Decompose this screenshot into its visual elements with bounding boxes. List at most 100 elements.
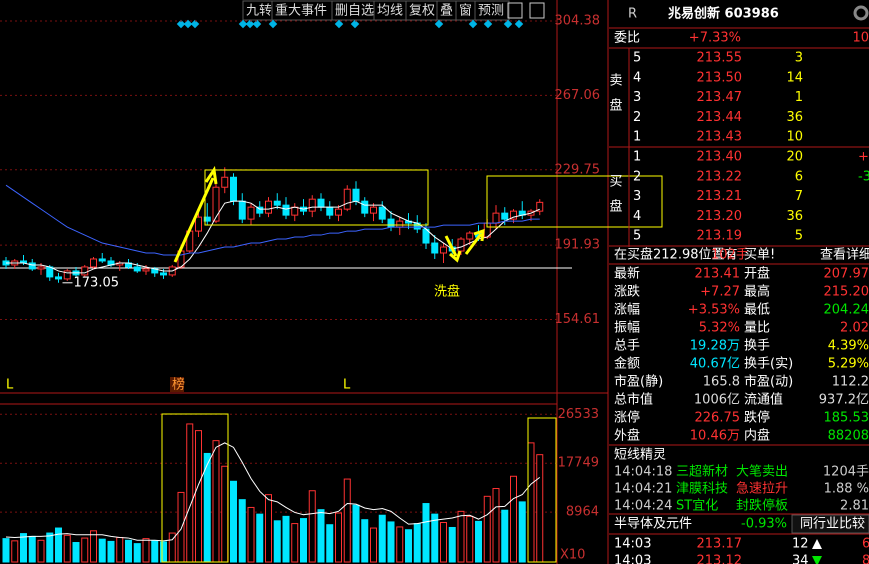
toolbar-icon[interactable]	[529, 2, 545, 19]
candle-body	[63, 270, 71, 280]
bid-price: 213.21	[697, 189, 743, 204]
event-marker	[483, 19, 493, 29]
volume-bar	[300, 518, 307, 563]
sprite-time: 14:04:24	[614, 499, 672, 514]
volume-bar	[536, 454, 544, 563]
toolbar-label: 叠	[440, 4, 453, 19]
toolbar-label: 复权	[409, 3, 435, 19]
stat-label: 金额	[614, 356, 640, 372]
volume-bar	[72, 542, 80, 563]
volume-bar	[46, 532, 54, 563]
volume-bar	[2, 538, 10, 563]
volume-bar	[28, 535, 36, 563]
level: 5	[633, 229, 641, 244]
highlight-box	[486, 175, 663, 228]
bid-change: -3	[858, 169, 869, 184]
annotation: 洗盘	[434, 284, 460, 300]
toolbar-label: 重大事件	[275, 3, 327, 19]
toolbar-icon[interactable]	[507, 2, 523, 19]
candle-body	[308, 198, 316, 212]
volume-bar	[448, 526, 456, 563]
compare-button[interactable]	[791, 514, 869, 534]
side-label: 卖盘	[607, 73, 623, 123]
candle-body	[90, 258, 97, 268]
value: 10	[852, 31, 869, 46]
ask-price: 213.44	[697, 110, 743, 125]
volume-bar	[378, 514, 386, 563]
stat-label: 市盈(静)	[614, 374, 663, 390]
candle-body	[142, 268, 150, 272]
candle-body	[195, 216, 202, 232]
candle-body	[247, 206, 255, 220]
candle-body	[273, 200, 281, 206]
stat-value: 19.28万	[690, 339, 740, 354]
y-tick-label: 267.06	[555, 88, 601, 103]
volume-bar	[405, 529, 412, 563]
tick-qty: 12	[792, 537, 809, 552]
candle-body	[212, 186, 220, 222]
volume-bar	[273, 520, 281, 563]
sprite-event: 大笔卖出	[736, 464, 788, 480]
volume-bar	[133, 543, 141, 563]
event-marker	[434, 19, 444, 29]
sprite-time: 14:04:21	[614, 482, 672, 497]
volume-bar	[90, 530, 97, 563]
settings-icon[interactable]	[853, 5, 869, 21]
toolbar-button[interactable]	[474, 0, 510, 21]
candle-body	[221, 176, 229, 188]
candle-body	[431, 242, 439, 254]
stat-label: 最高	[744, 284, 770, 300]
low-label: 173.05	[74, 275, 120, 290]
volume-bar	[370, 527, 377, 563]
candle-body	[238, 200, 246, 220]
y-tick-label: 8964	[566, 505, 599, 520]
event-marker	[268, 19, 278, 29]
stat-value: 5.32%	[699, 321, 740, 336]
toolbar-label: 窗	[459, 3, 472, 19]
notice-qty: 102手	[711, 248, 749, 263]
volume-bar	[510, 475, 517, 563]
section-title: 短线精灵	[614, 448, 666, 463]
bid-price: 213.20	[697, 209, 743, 224]
stat-value: 2.02	[840, 321, 869, 336]
tick-price: 213.12	[697, 554, 743, 564]
stock-title: 兆易创新 603986	[668, 6, 779, 22]
event-marker	[334, 19, 344, 29]
stat-label: 涨停	[614, 410, 640, 426]
compare-label: 同行业比较	[800, 517, 865, 532]
stat-label: 总市值	[614, 392, 653, 408]
stat-label: 最低	[744, 303, 770, 318]
candle-body	[387, 218, 395, 228]
bid-qty: 7	[795, 189, 803, 204]
stat-label: 流通值	[744, 392, 783, 408]
arrow	[173, 165, 218, 263]
volume-bar	[440, 521, 447, 563]
y-tick-label: 154.61	[555, 312, 601, 327]
candle-body	[352, 188, 360, 202]
sprite-name: 津膜科技	[676, 482, 728, 497]
ask-qty: 1	[795, 90, 803, 105]
volume-bar	[431, 513, 439, 563]
volume-bar	[335, 512, 342, 563]
candle-body	[492, 212, 500, 224]
stat-value: 112.2	[832, 375, 869, 390]
bid-qty: 6	[795, 169, 803, 184]
stat-value: 5.29%	[828, 357, 869, 372]
candle-body	[28, 262, 36, 270]
candle-body	[378, 206, 386, 220]
bid-qty: 5	[795, 229, 803, 244]
candle-body	[81, 266, 89, 276]
sprite-name: 三超新材	[676, 464, 728, 480]
stat-label: 总手	[614, 339, 640, 354]
level: 1	[633, 130, 641, 145]
stat-label: 市盈(动)	[744, 374, 793, 390]
highlight-box	[527, 417, 557, 563]
volume-bar	[160, 541, 167, 563]
y-tick-label: 17749	[558, 456, 599, 471]
candle-body	[37, 266, 45, 270]
volume-bar	[457, 510, 465, 563]
volume-bar	[81, 537, 89, 563]
volume-bar	[326, 524, 334, 563]
tick-num: 8	[862, 554, 869, 564]
